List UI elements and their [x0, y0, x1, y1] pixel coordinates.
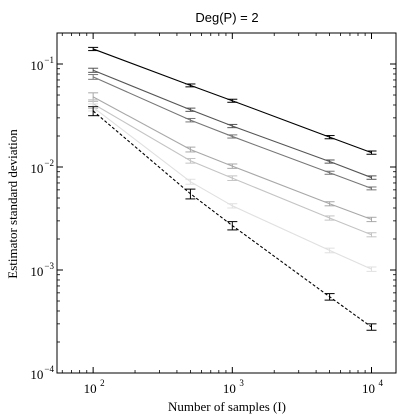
y-tick-label: 10	[30, 367, 43, 382]
error-bar	[185, 83, 196, 88]
plot-area: 10 2 10 3 10 4−410−310−210−110	[30, 32, 397, 396]
y-tick-exponent: −4	[44, 364, 54, 374]
error-bar	[366, 232, 377, 238]
error-bar	[88, 106, 99, 117]
error-bar	[366, 186, 377, 191]
error-bar	[366, 216, 377, 223]
error-bar	[227, 98, 238, 103]
error-bar	[366, 323, 377, 331]
x-tick-exponent: 4	[378, 378, 383, 388]
error-bar	[366, 266, 377, 272]
error-bar	[88, 74, 99, 80]
x-tick-exponent: 3	[239, 378, 244, 388]
error-bar	[185, 188, 196, 200]
y-tick-label: 10	[30, 161, 43, 176]
error-bar	[324, 247, 335, 254]
y-tick-exponent: −2	[44, 158, 54, 168]
error-bar	[324, 293, 335, 301]
x-tick-label: 10	[223, 381, 236, 396]
error-bar	[366, 150, 377, 155]
series-line-4	[92, 96, 372, 220]
error-bar	[324, 215, 335, 221]
x-tick-label: 10	[84, 381, 97, 396]
error-bar	[185, 146, 196, 153]
error-bar	[227, 175, 238, 181]
x-tick-exponent: 2	[100, 378, 105, 388]
x-tick-label: 10	[362, 381, 375, 396]
error-bar	[324, 170, 335, 175]
error-bar	[185, 117, 196, 123]
y-axis-label: Estimator standard deviation	[5, 129, 20, 279]
series-line-5	[92, 103, 372, 236]
error-bar	[324, 135, 335, 140]
y-tick-label: 10	[30, 58, 43, 73]
error-bar	[227, 123, 238, 129]
error-bar	[88, 67, 99, 73]
error-bar	[324, 159, 335, 164]
chart-title: Deg(P) = 2	[195, 10, 258, 25]
error-bar	[227, 134, 238, 139]
error-bar	[227, 163, 238, 169]
series-line-6	[92, 106, 372, 270]
error-bar	[185, 107, 196, 112]
y-tick-exponent: −3	[44, 261, 54, 271]
error-bar	[185, 157, 196, 164]
x-axis-label: Number of samples (I)	[168, 399, 286, 414]
y-tick-exponent: −1	[44, 55, 54, 65]
error-bar	[227, 221, 238, 231]
error-bar	[227, 203, 238, 209]
error-bar	[185, 178, 196, 185]
y-tick-label: 10	[30, 264, 43, 279]
error-bar	[324, 201, 335, 207]
error-bar	[366, 175, 377, 180]
plot-frame	[56, 32, 397, 374]
error-bar	[88, 46, 99, 52]
